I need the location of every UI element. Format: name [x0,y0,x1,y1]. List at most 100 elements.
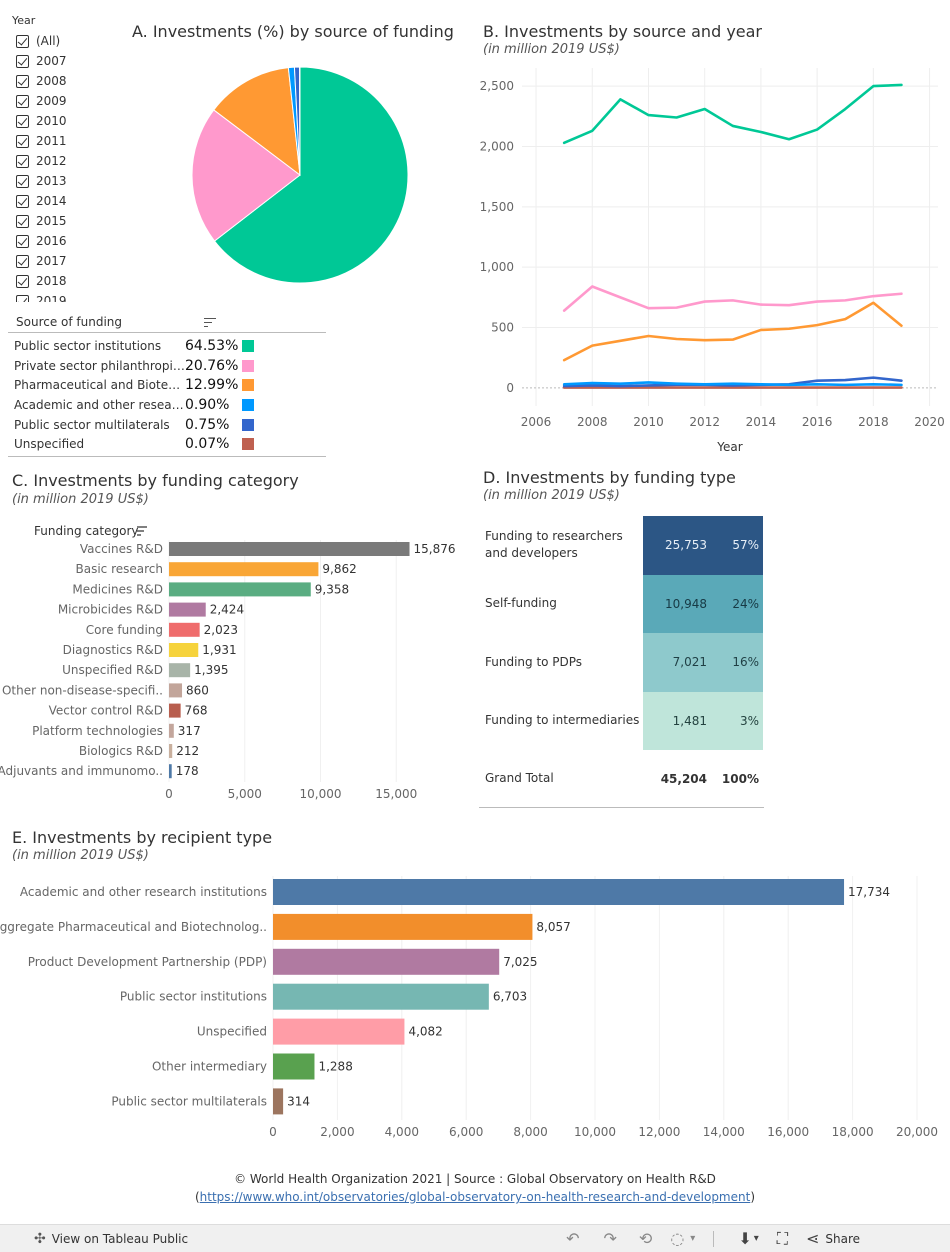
download-dropdown-icon[interactable]: ▾ [753,1233,759,1244]
checkbox-icon[interactable] [16,254,29,268]
x-tick-label: 16,000 [767,1125,809,1139]
source-name: Academic and other research .. [14,397,185,412]
source-row[interactable]: Public sector institutions 64.53% [8,336,326,356]
category-label: Other non-disease-specifi.. [2,683,163,697]
year-filter-label: 2012 [36,154,67,168]
bar[interactable] [169,723,174,738]
year-filter-item[interactable]: 2015 [12,211,122,231]
bar[interactable] [169,582,311,597]
year-filter-item[interactable]: (All) [12,31,122,51]
funding-type-value: 7,021 [672,655,707,670]
bar[interactable] [169,663,191,678]
funding-type-cell[interactable]: 1,481 3% [643,691,763,750]
pause-dropdown-icon[interactable]: ▾ [690,1233,696,1244]
source-row[interactable]: Academic and other research .. 0.90% [8,395,326,415]
year-filter-label: 2009 [36,94,67,108]
checkbox-icon[interactable] [16,114,29,128]
source-row[interactable]: Pharmaceutical and Biotechn.. 12.99% [8,375,326,395]
view-on-tableau-button[interactable]: ✣ View on Tableau Public [34,1231,188,1247]
funding-type-cell[interactable]: 10,948 24% [643,574,763,633]
source-row[interactable]: Unspecified 0.07% [8,434,326,454]
checkbox-icon[interactable] [16,194,29,208]
series-line[interactable] [562,381,903,387]
year-filter-item[interactable]: 2014 [12,191,122,211]
undo-icon[interactable]: ↶ [566,1229,580,1248]
source-row[interactable]: Private sector philanthropic f.. 20.76% [8,356,326,376]
bar[interactable] [169,683,183,698]
x-tick-label: 18,000 [832,1125,874,1139]
download-icon[interactable]: ⬇ [738,1229,752,1248]
checkbox-icon[interactable] [16,214,29,228]
bar[interactable] [169,643,199,657]
year-filter-item[interactable]: 2017 [12,251,122,271]
footer-source-link[interactable]: https://www.who.int/observatories/global… [199,1190,751,1204]
chart-c-title: C. Investments by funding category [12,471,299,490]
checkbox-icon[interactable] [16,94,29,108]
year-filter-item[interactable]: 2019 [12,291,122,302]
revert-icon[interactable]: ⟲ [638,1229,653,1248]
year-filter-list: (All) 2007 2008 2009 2010 2011 2012 2013 2014 201… [12,31,122,302]
checkbox-icon[interactable] [16,34,29,48]
series-line[interactable] [562,301,903,362]
bar[interactable] [169,622,200,637]
checkbox-icon[interactable] [16,74,29,88]
bar[interactable] [169,764,172,779]
series-line[interactable] [562,376,903,388]
bar[interactable] [273,879,845,905]
category-label: Academic and other research institutions [20,885,267,899]
year-filter-item[interactable]: 2013 [12,171,122,191]
bar[interactable] [273,983,489,1010]
fullscreen-icon[interactable]: ⛶ [776,1228,788,1248]
x-tick-label: 2006 [521,415,552,429]
bar[interactable] [169,744,173,758]
checkbox-icon[interactable] [16,154,29,168]
footer-open-paren: ( [194,1190,200,1204]
checkbox-icon[interactable] [16,294,29,302]
sort-icon[interactable] [137,526,147,536]
bar[interactable] [273,913,533,940]
pause-icon[interactable]: ◌ [670,1229,685,1248]
funding-type-name: Funding to intermediaries [485,713,640,728]
bar[interactable] [169,703,181,718]
bar[interactable] [273,1018,405,1045]
source-table-rows: Public sector institutions 64.53% Private … [8,333,326,454]
chart-d-subtitle: (in million 2019 US$) [483,488,620,503]
source-name: Public sector institutions [14,338,162,353]
year-filter-item[interactable]: 2016 [12,231,122,251]
source-row[interactable]: Public sector multilaterals 0.75% [8,415,326,435]
series-line[interactable] [562,83,903,145]
year-filter-item[interactable]: 2008 [12,71,122,91]
bar[interactable] [273,948,500,975]
pie-slice[interactable] [213,66,409,284]
sort-icon[interactable] [204,317,217,327]
bar[interactable] [273,1053,315,1080]
bar[interactable] [169,602,206,617]
checkbox-icon[interactable] [16,174,29,188]
value-label: 8,057 [536,920,570,934]
x-tick-label: 2016 [802,415,833,429]
redo-icon[interactable]: ↷ [603,1229,617,1248]
checkbox-icon[interactable] [16,274,29,288]
year-filter-item[interactable]: 2010 [12,111,122,131]
checkbox-icon[interactable] [16,234,29,248]
year-filter-item[interactable]: 2011 [12,131,122,151]
year-filter-item[interactable]: 2018 [12,271,122,291]
series-line[interactable] [562,285,903,312]
year-filter-item[interactable]: 2009 [12,91,122,111]
funding-type-cell[interactable]: 7,021 16% [643,633,763,692]
pie-slice[interactable] [213,67,301,177]
year-filter-label: 2011 [36,134,67,148]
bar[interactable] [169,562,319,577]
year-filter-item[interactable]: 2007 [12,51,122,71]
bar[interactable] [273,1088,284,1115]
checkbox-icon[interactable] [16,54,29,68]
value-label: 2,023 [204,623,238,637]
bar[interactable] [169,542,410,556]
pie-slice[interactable] [191,109,301,242]
share-button[interactable]: ⋖ Share [806,1229,860,1248]
funding-type-cell[interactable]: 25,753 57% [643,516,763,575]
grand-total-pct: 100% [721,771,759,786]
checkbox-icon[interactable] [16,134,29,148]
year-filter-item[interactable]: 2012 [12,151,122,171]
category-label: Biologics R&D [79,744,163,758]
